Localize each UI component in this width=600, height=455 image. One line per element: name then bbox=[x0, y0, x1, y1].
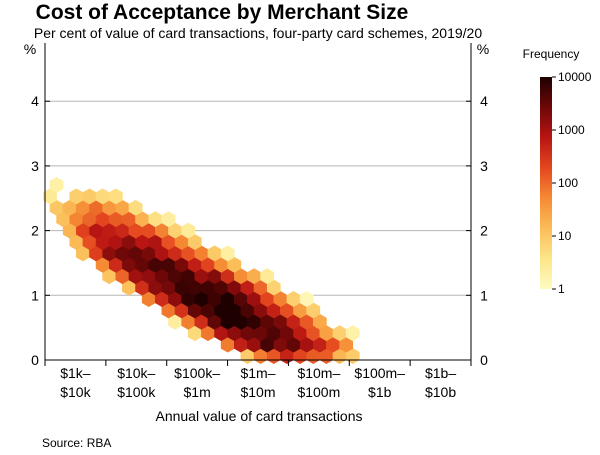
y-tick-label: 2 bbox=[480, 223, 488, 239]
y-tick-label: 0 bbox=[480, 352, 488, 368]
x-tick-label: $10k bbox=[60, 384, 91, 400]
hexbin-cell bbox=[260, 268, 275, 285]
x-tick-label: $10m bbox=[240, 384, 275, 400]
x-tick-label: $1m bbox=[184, 384, 211, 400]
hexbin-cell bbox=[161, 211, 176, 228]
color-legend-title: Frequency bbox=[523, 47, 580, 61]
y-tick-label: 1 bbox=[31, 287, 39, 303]
chart-subtitle: Per cent of value of card transactions, … bbox=[34, 25, 482, 41]
y-axis-right-ticks: 0 1 2 3 4 bbox=[466, 93, 488, 368]
hexbin-cell bbox=[108, 188, 123, 205]
y-tick-label: 3 bbox=[31, 158, 39, 174]
plot-frame bbox=[44, 43, 472, 361]
x-tick-label: $100m– bbox=[354, 365, 405, 381]
x-tick-label: $100k– bbox=[174, 365, 220, 381]
legend-tick-label: 1 bbox=[558, 282, 565, 296]
x-tick-label: $1b– bbox=[425, 365, 456, 381]
legend-tick-label: 1000 bbox=[558, 123, 585, 137]
x-tick-label: $10b bbox=[425, 384, 456, 400]
y-tick-label: 4 bbox=[480, 93, 488, 109]
x-tick-label: $100k bbox=[117, 384, 156, 400]
y-tick-label: 4 bbox=[31, 93, 39, 109]
chart-title: Cost of Acceptance by Merchant Size bbox=[36, 1, 409, 24]
x-axis-label: Annual value of card transactions bbox=[155, 408, 362, 424]
y-axis-unit-right: % bbox=[477, 41, 489, 57]
y-axis-unit-left: % bbox=[24, 41, 36, 57]
y-tick-label: 0 bbox=[31, 352, 39, 368]
y-tick-label: 3 bbox=[480, 158, 488, 174]
x-tick-label: $10m– bbox=[297, 365, 340, 381]
y-tick-label: 2 bbox=[31, 223, 39, 239]
hexbin-cells bbox=[43, 177, 360, 364]
hexbin-cell bbox=[181, 222, 196, 239]
legend-tick-label: 100 bbox=[558, 176, 578, 190]
color-legend-bar bbox=[540, 77, 552, 289]
x-tick-label: $100m bbox=[297, 384, 340, 400]
hexbin-cell bbox=[128, 199, 143, 216]
hexbin-cell bbox=[345, 325, 360, 342]
y-tick-label: 1 bbox=[480, 287, 488, 303]
color-legend: Frequency 10000 1000 100 10 1 bbox=[523, 47, 592, 296]
hexbin-cell bbox=[299, 291, 314, 307]
x-tick-label: $1m– bbox=[240, 365, 275, 381]
y-axis-left-ticks: 0 1 2 3 4 bbox=[31, 93, 50, 368]
x-tick-label: $1b bbox=[368, 384, 392, 400]
source-note: Source: RBA bbox=[42, 436, 111, 450]
legend-tick-label: 10 bbox=[558, 229, 572, 243]
x-axis-ticks: $1k– $10k $10k– $100k $100k– $1m $1m– $10m $10m–… bbox=[44, 360, 472, 400]
x-tick-label: $10k– bbox=[117, 365, 155, 381]
x-tick-label: $1k– bbox=[60, 365, 91, 381]
hexbin-cell bbox=[220, 245, 235, 262]
legend-tick-label: 10000 bbox=[558, 70, 592, 84]
hexbin-cell bbox=[49, 177, 64, 193]
